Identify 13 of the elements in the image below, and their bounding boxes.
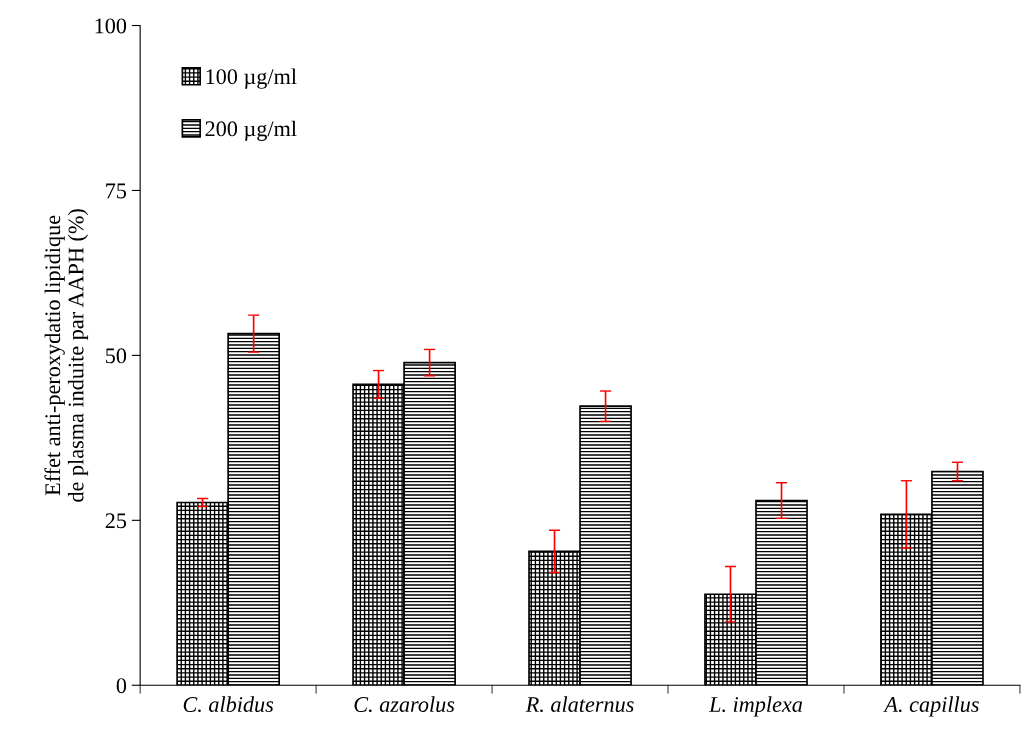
legend-label: 200 µg/ml — [205, 120, 297, 141]
y-tick-label: 100 — [95, 18, 127, 34]
x-tick-label: C. albidus — [183, 696, 274, 713]
y-tick-label: 50 — [106, 348, 127, 364]
legend-label: 100 µg/ml — [206, 68, 297, 89]
y-tick-label: 75 — [106, 183, 127, 199]
x-tick-label: A. capillus — [883, 696, 979, 717]
x-tick-label: C. azarolus — [354, 696, 455, 713]
x-tick-label: R. alaternus — [525, 696, 634, 713]
y-axis-title: Effet anti-peroxydatio lipidique de plasma induite par AAPH (%) — [44, 209, 89, 502]
y-tick-label: 25 — [105, 513, 127, 529]
x-tick-label: L. implexa — [708, 696, 803, 717]
y-tick-label: 0 — [116, 678, 127, 694]
